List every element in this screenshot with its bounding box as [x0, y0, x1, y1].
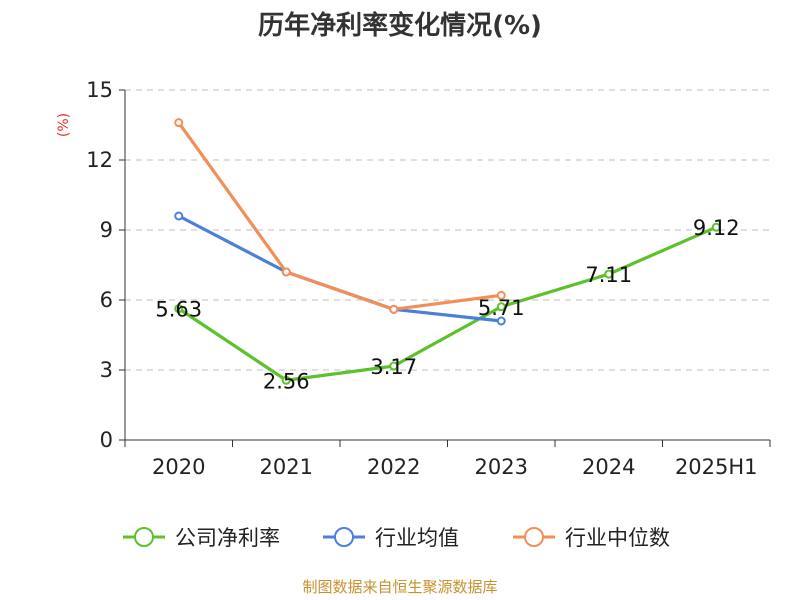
x-tick-label: 2023: [475, 455, 528, 479]
data-label: 5.71: [478, 296, 525, 320]
legend-marker: [524, 527, 544, 547]
legend-label: 公司净利率: [175, 526, 280, 550]
data-point: [281, 375, 291, 385]
axes: 0 3 6 9 12 15 2020 2021 2022 2023 2024 2025H1: [86, 78, 771, 479]
legend-item-1: 行业均值: [323, 526, 459, 550]
legend-label: 行业均值: [375, 526, 459, 550]
chart-title: 历年净利率变化情况(%): [258, 10, 542, 41]
y-axis-unit-label: (%): [56, 113, 72, 137]
data-point: [604, 269, 614, 279]
data-point: [711, 222, 721, 232]
data-labels: 5.63 2.56 3.17 5.71 7.11 9.12: [155, 216, 739, 393]
data-source-note: 制图数据来自恒生聚源数据库: [302, 578, 497, 596]
data-label: 7.11: [585, 263, 632, 287]
y-tick-label: 9: [100, 218, 113, 242]
data-label: 5.63: [155, 298, 202, 322]
y-tick-label: 6: [100, 288, 113, 312]
data-point: [389, 361, 399, 371]
grid-lines: [125, 89, 770, 371]
series-line: [177, 121, 502, 311]
series-line: [178, 214, 502, 323]
series-layer: [174, 118, 721, 385]
series-0: [174, 222, 721, 385]
x-tick-label: 2022: [367, 455, 420, 479]
y-tick-label: 15: [86, 78, 113, 102]
legend-marker: [334, 527, 354, 547]
y-tick-label: 12: [86, 148, 113, 172]
data-label: 2.56: [263, 369, 310, 393]
x-tick-label: 2025H1: [675, 455, 758, 479]
data-point: [281, 267, 291, 277]
data-point: [174, 304, 184, 314]
x-tick-label: 2024: [582, 455, 635, 479]
data-label: 3.17: [370, 355, 417, 379]
y-tick-label: 3: [100, 358, 113, 382]
data-point: [389, 304, 399, 314]
legend-label: 行业中位数: [565, 526, 670, 550]
data-point: [174, 118, 184, 128]
x-tick-label: 2020: [152, 455, 205, 479]
data-label: 9.12: [693, 216, 740, 240]
data-point: [174, 211, 184, 221]
series-1: [174, 211, 506, 326]
data-point: [496, 316, 506, 326]
legend-item-0: 公司净利率: [123, 526, 280, 550]
data-point: [496, 302, 506, 312]
series-2: [174, 118, 506, 314]
legend-marker: [134, 527, 154, 547]
legend: 公司净利率 行业均值 行业中位数: [123, 526, 670, 550]
data-point: [496, 290, 506, 300]
series-line: [177, 225, 717, 382]
x-tick-label: 2021: [260, 455, 313, 479]
legend-item-2: 行业中位数: [513, 526, 670, 550]
y-tick-label: 0: [100, 428, 113, 452]
